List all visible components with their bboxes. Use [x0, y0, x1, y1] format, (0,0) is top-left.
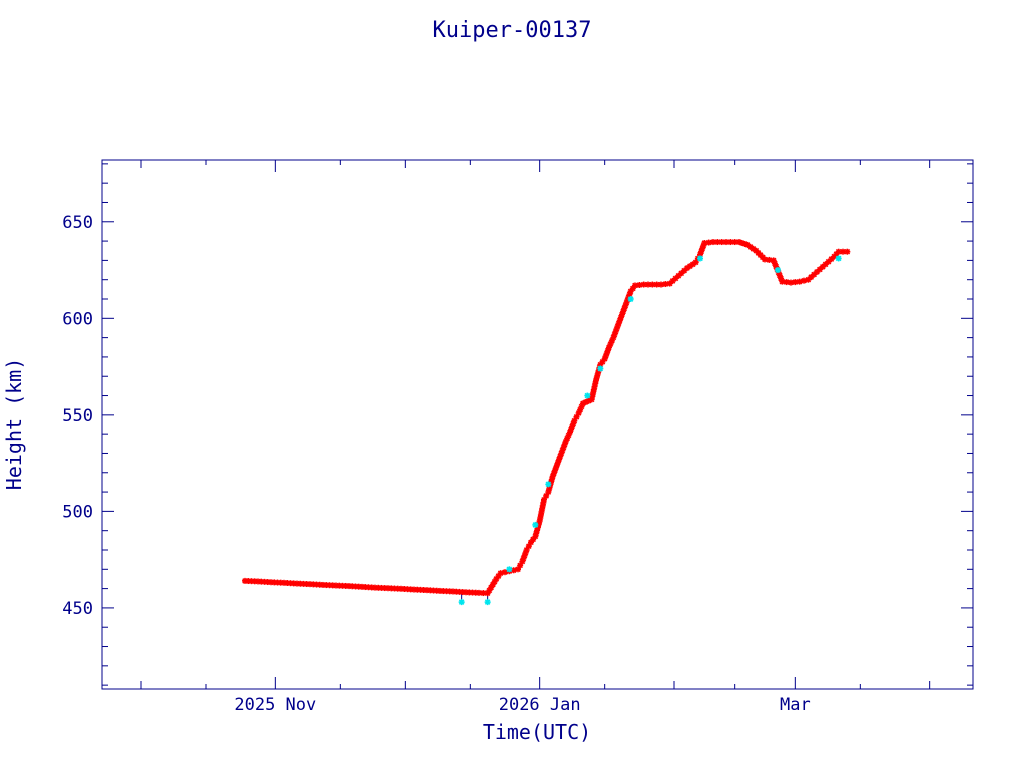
axis-ticks	[102, 160, 973, 689]
data-point-primary	[549, 473, 556, 480]
y-tick-labels: 450 500 550 600 650	[62, 213, 93, 619]
y-tick-label: 500	[62, 502, 93, 522]
data-point-primary	[819, 263, 826, 270]
x-tick-label: 2026 Jan	[499, 695, 581, 715]
data-point-primary	[675, 272, 682, 279]
data-point-secondary	[584, 392, 591, 399]
series-connector-line	[244, 241, 848, 594]
data-point-primary	[731, 239, 738, 246]
data-point-secondary	[597, 365, 604, 372]
y-axis-label: Height (km)	[2, 358, 26, 490]
data-point-primary	[678, 270, 685, 277]
data-point-secondary	[484, 599, 491, 606]
data-point-secondary	[775, 267, 781, 274]
data-point-secondary	[835, 255, 842, 262]
y-tick-label: 650	[62, 213, 93, 233]
data-point-secondary	[458, 599, 465, 606]
data-point-primary	[480, 590, 487, 597]
data-point-primary	[636, 282, 643, 289]
y-tick-label: 450	[62, 599, 93, 619]
data-point-primary	[792, 279, 799, 286]
chart-title: Kuiper-00137	[433, 18, 592, 43]
data-point-primary	[623, 299, 630, 306]
data-point-secondary	[532, 521, 539, 528]
x-tick-label: Mar	[780, 695, 811, 715]
y-tick-label: 600	[62, 309, 93, 329]
data-point-secondary	[545, 481, 552, 488]
data-point-primary	[620, 308, 627, 315]
x-tick-label: 2025 Nov	[234, 695, 316, 715]
x-tick-labels: 2025 Nov 2026 Jan Mar	[234, 695, 810, 715]
plot-frame	[101, 159, 974, 690]
data-point-secondary	[506, 566, 513, 573]
x-axis-label: Time(UTC)	[483, 720, 591, 744]
data-point-primary	[476, 589, 482, 596]
data-point-primary	[844, 248, 851, 255]
data-point-primary	[658, 281, 664, 288]
data-point-primary	[762, 256, 768, 263]
plot-area	[242, 239, 851, 606]
data-point-secondary	[697, 255, 703, 262]
y-tick-label: 550	[62, 406, 93, 426]
data-point-primary	[645, 281, 651, 288]
data-point-primary	[699, 245, 706, 252]
data-point-secondary	[627, 296, 634, 303]
